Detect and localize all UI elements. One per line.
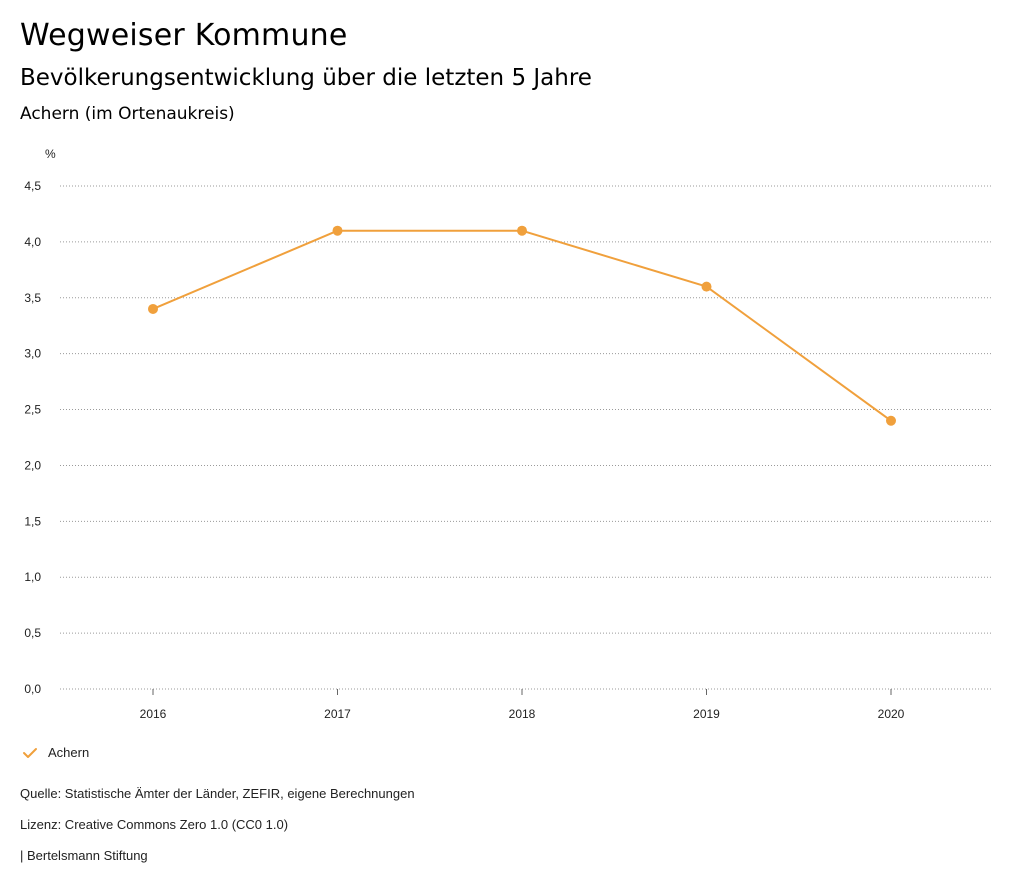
y-tick-label: 2,5 [24,403,41,417]
x-tick-label: 2017 [324,707,351,721]
x-tick-label: 2019 [693,707,720,721]
data-point [148,303,158,314]
source-note: Quelle: Statistische Ämter der Länder, Z… [20,786,415,801]
data-point [886,415,896,426]
y-tick-label: 4,5 [24,179,41,193]
x-tick-label: 2020 [878,707,905,721]
y-tick-label: 0,0 [24,682,41,696]
license-note: Lizenz: Creative Commons Zero 1.0 (CC0 1… [20,817,289,832]
x-tick-label: 2018 [509,707,536,721]
x-axis-ticks: 2016 2017 2018 2019 2020 [140,689,905,721]
legend-item-achern[interactable]: Achern [22,745,89,760]
gridlines [60,185,992,690]
line-chart: % 0,00,51,01,52,02,53,03,54,04,5 2016 201… [24,147,992,721]
y-tick-label: 2,0 [24,458,41,472]
y-tick-label: 3,5 [24,291,41,305]
check-icon [23,747,37,758]
data-point [332,225,343,236]
y-axis-ticks: 0,0 0,5 1,0 1,5 2,0 2,5 3,0 3,5 4,0 4,5 [24,179,41,696]
y-axis-unit-label: % [45,147,56,161]
page-title: Wegweiser Kommune [20,18,348,53]
y-tick-label: 3,0 [24,347,41,361]
legend-label: Achern [48,745,90,760]
y-tick-label: 1,5 [24,514,41,528]
chart-subtitle: Bevölkerungsentwicklung über die letzten… [20,65,592,91]
y-tick-label: 1,0 [24,570,41,584]
region-label: Achern (im Ortenaukreis) [20,104,235,124]
data-point [701,281,712,292]
y-tick-label: 0,5 [24,626,41,640]
series-line [152,229,892,422]
x-tick-label: 2016 [140,707,167,721]
y-tick-label: 4,0 [24,235,41,249]
series-achern [148,225,896,426]
brand-note: | Bertelsmann Stiftung [20,848,148,863]
data-point [517,225,527,236]
